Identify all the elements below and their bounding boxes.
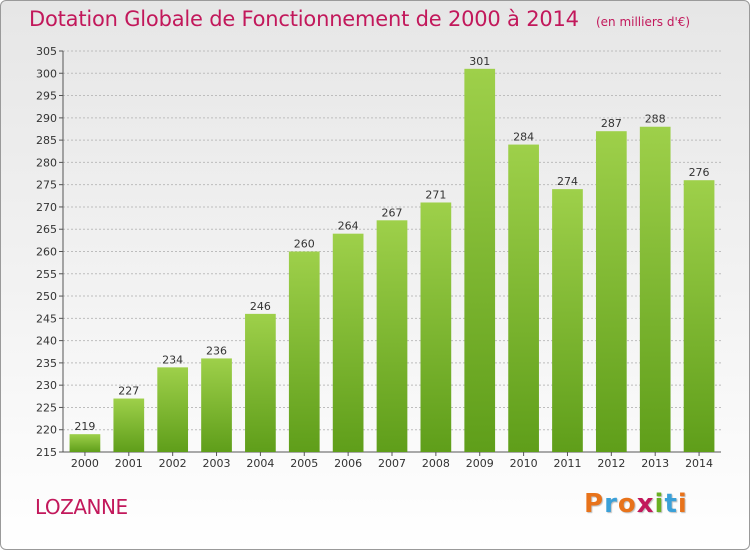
bar-2003 — [201, 358, 232, 452]
x-tick-label: 2013 — [641, 457, 669, 470]
x-tick-label: 2004 — [246, 457, 274, 470]
axes: 215 220 225 230 235 240 245 250 255 260 265 270 275 2… — [36, 45, 721, 470]
y-tick-label: 290 — [36, 112, 57, 125]
y-tick-label: 295 — [36, 90, 57, 103]
logo-letter: r — [604, 489, 618, 519]
bar-value-label: 274 — [557, 175, 578, 188]
y-tick-label: 225 — [36, 401, 57, 414]
bar-value-label: 267 — [382, 206, 403, 219]
bar-2013 — [639, 126, 671, 452]
bar-2010 — [508, 144, 539, 453]
y-tick-label: 300 — [36, 67, 57, 80]
y-tick-label: 250 — [36, 290, 57, 303]
y-tick-label: 230 — [36, 379, 57, 392]
logo-letter: i — [677, 489, 688, 519]
y-tick-label: 280 — [36, 156, 57, 169]
x-tick-label: 2007 — [378, 457, 406, 470]
y-tick-label: 265 — [36, 223, 57, 236]
x-tick-label: 2009 — [466, 457, 494, 470]
bar-2009 — [464, 68, 496, 453]
bar-value-label: 234 — [162, 353, 183, 366]
y-tick-label: 240 — [36, 335, 57, 348]
x-tick-label: 2008 — [422, 457, 450, 470]
bar-value-label: 301 — [469, 55, 490, 68]
logo-letter: t — [664, 489, 678, 519]
bar-2012 — [595, 131, 627, 452]
commune-name: LOZANNE — [35, 495, 128, 519]
x-tick-label: 2006 — [334, 457, 362, 470]
bar-value-label: 246 — [250, 300, 271, 313]
x-tick-label: 2005 — [290, 457, 318, 470]
bar-2002 — [157, 367, 189, 452]
x-tick-label: 2000 — [71, 457, 99, 470]
bar-value-label: 271 — [425, 188, 446, 201]
bar-value-label: 227 — [118, 385, 139, 398]
chart-title-main: Dotation Globale de Fonctionnement de 20… — [29, 7, 579, 31]
bar-value-label: 284 — [513, 131, 534, 144]
y-tick-label: 275 — [36, 179, 57, 192]
chart-title: Dotation Globale de Fonctionnement de 20… — [29, 7, 690, 31]
x-tick-label: 2014 — [685, 457, 713, 470]
x-tick-label: 2011 — [553, 457, 581, 470]
bar-value-label: 264 — [338, 220, 359, 233]
bar-2005 — [288, 251, 320, 452]
logo-letter: i — [654, 489, 665, 519]
bar-2007 — [376, 220, 408, 452]
bar-2014 — [683, 180, 715, 452]
bar-value-label: 288 — [645, 113, 666, 126]
bar-2008 — [420, 202, 452, 452]
x-tick-label: 2012 — [597, 457, 625, 470]
bar-value-label: 219 — [74, 420, 95, 433]
y-tick-label: 285 — [36, 134, 57, 147]
bar-value-label: 260 — [294, 238, 315, 251]
y-tick-label: 245 — [36, 312, 57, 325]
x-tick-label: 2001 — [115, 457, 143, 470]
y-tick-label: 220 — [36, 424, 57, 437]
bars — [69, 68, 715, 453]
bar-2004 — [245, 313, 276, 452]
y-tick-label: 305 — [36, 45, 57, 58]
bar-2006 — [332, 233, 364, 452]
logo-letter: P — [584, 489, 605, 519]
x-tick-label: 2003 — [203, 457, 231, 470]
y-tick-label: 255 — [36, 268, 57, 281]
y-tick-label: 235 — [36, 357, 57, 370]
bar-value-label: 236 — [206, 344, 227, 357]
bar-value-label: 276 — [689, 166, 710, 179]
x-tick-label: 2010 — [510, 457, 538, 470]
y-tick-label: 215 — [36, 446, 57, 459]
bar-2000 — [69, 434, 101, 452]
bar-value-label: 287 — [601, 117, 622, 130]
logo-letter: o — [617, 489, 637, 519]
x-tick-label: 2002 — [159, 457, 187, 470]
proxiti-logo[interactable]: Proxiti — [584, 489, 688, 519]
bar-2011 — [552, 189, 583, 452]
bar-2001 — [113, 398, 145, 452]
chart-title-unit: (en milliers d'€) — [595, 15, 691, 29]
y-tick-label: 260 — [36, 246, 57, 259]
data-labels: 219 227 234 236 246 260 264 267 271 301 284 274 287 2… — [74, 55, 709, 433]
y-tick-label: 270 — [36, 201, 57, 214]
logo-letter: x — [636, 489, 655, 519]
